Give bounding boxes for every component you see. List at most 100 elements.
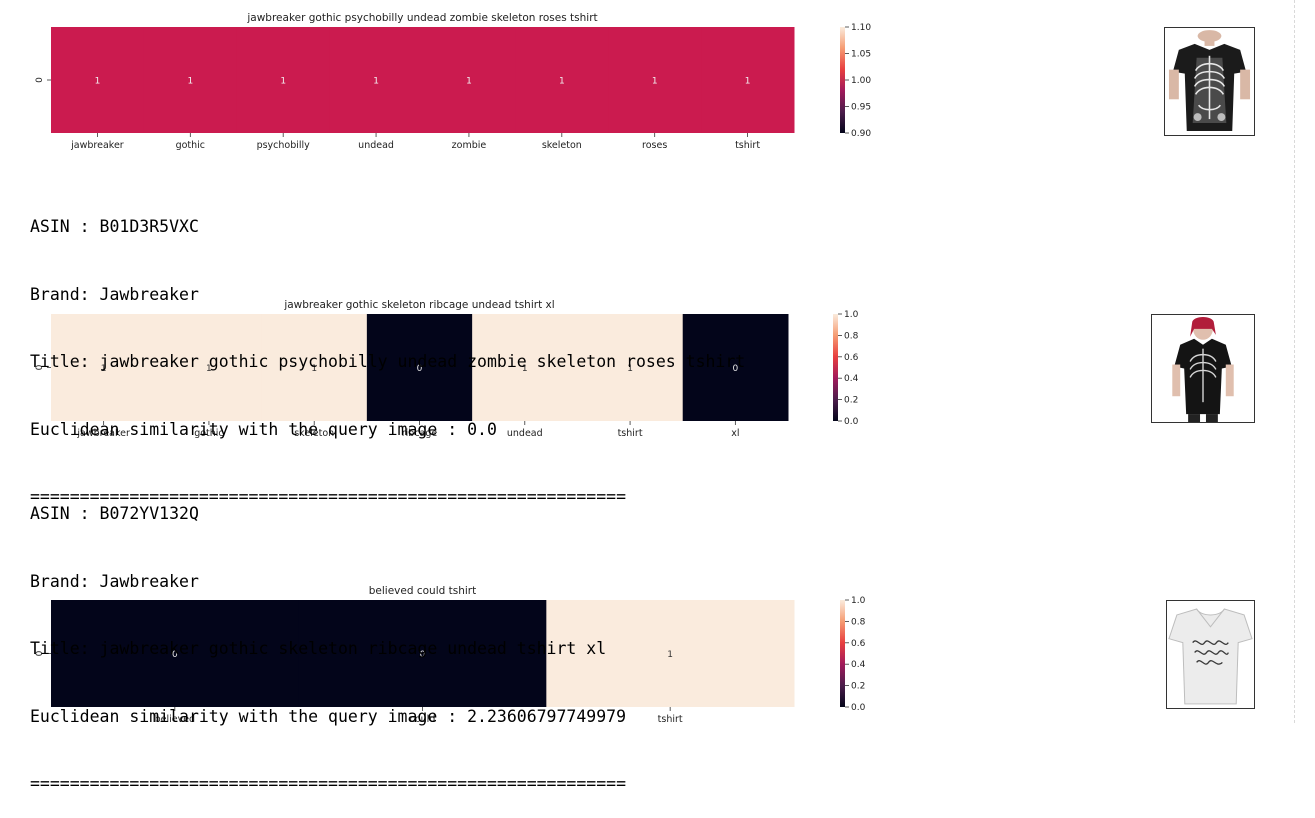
cell-annotation: 1 [466, 77, 472, 87]
separator-line: ========================================… [30, 487, 627, 506]
x-tick-label: zombie [452, 140, 487, 151]
cell-annotation: 1 [280, 77, 286, 87]
heatmap-cell-psychobilly [236, 27, 331, 133]
x-tick-label: tshirt [735, 140, 760, 151]
colorbar-tick-label: 0.8 [844, 331, 859, 341]
colorbar-tick-label: 1.0 [851, 596, 866, 606]
x-tick-label: psychobilly [257, 140, 311, 151]
title-line: Title: jawbreaker gothic skeleton ribcag… [30, 639, 607, 658]
result-info-1: ASIN : B01D3R5VXC Brand: Jawbreaker Titl… [30, 171, 745, 531]
cell-annotation: 1 [206, 364, 212, 374]
x-tick-label: skeleton [294, 428, 334, 439]
heatmap-cell-could [298, 600, 547, 707]
colorbar-tick-label: 0.4 [844, 374, 859, 384]
colorbar-tick-label: 1.0 [844, 310, 859, 320]
cell-annotation: 1 [373, 77, 379, 87]
x-tick-label: believed [155, 714, 196, 725]
x-tick-label: tshirt [658, 714, 683, 725]
cell-annotation: 0 [172, 650, 178, 660]
colorbar-tick-label: 0.4 [851, 660, 866, 670]
x-tick-label: gothic [194, 428, 223, 439]
heatmap-cell-undead [472, 314, 578, 421]
white-script-tshirt-icon [1166, 600, 1255, 709]
heatmap-cell-skeleton [261, 314, 368, 421]
heatmap-cell-tshirt [546, 600, 795, 707]
asin-line: ASIN : B072YV132Q [30, 504, 199, 523]
heatmap-cell-tshirt [577, 314, 684, 421]
asin-line: ASIN : B01D3R5VXC [30, 217, 199, 236]
x-tick-label: ribcage [402, 428, 438, 439]
heatmap-title: jawbreaker gothic psychobilly undead zom… [246, 12, 597, 24]
cell-annotation: 1 [559, 77, 565, 87]
cell-annotation: 1 [95, 77, 101, 87]
y-tick-label: 0 [35, 77, 45, 83]
colorbar [833, 314, 838, 421]
x-tick-label: skeleton [542, 140, 582, 151]
heatmap-cell-gothic [143, 27, 238, 133]
cell-annotation: 1 [745, 77, 751, 87]
cell-annotation: 1 [187, 77, 193, 87]
x-tick-label: jawbreaker [76, 428, 130, 439]
heatmap-canvas: jawbreaker gothic psychobilly undead zom… [35, 12, 871, 725]
colorbar-tick-label: 1.10 [851, 23, 871, 33]
y-tick-label: 0 [35, 364, 45, 370]
ribcage-tshirt-model-icon [1151, 314, 1255, 423]
colorbar-tick-label: 0.6 [844, 353, 859, 363]
x-tick-label: undead [358, 140, 394, 151]
x-tick-label: roses [642, 140, 667, 151]
heatmap-cell-roses [608, 27, 702, 133]
colorbar-tick-label: 1.05 [851, 50, 871, 60]
result-info-2: ASIN : B072YV132Q Brand: Jawbreaker Titl… [30, 458, 626, 818]
cell-annotation: 1 [627, 364, 633, 374]
brand-line: Brand: Jawbreaker [30, 571, 199, 591]
colorbar-tick-label: 0.0 [844, 417, 859, 427]
colorbar-tick-label: 0.2 [851, 682, 865, 692]
heatmap-cell-gothic [156, 314, 263, 421]
heatmap-result-3: believed could tshirt 0 believed 0 could 1 tsh… [35, 585, 866, 725]
heatmap-cell-zombie [422, 27, 516, 133]
colorbar-tick-label: 0.90 [851, 129, 871, 139]
cell-annotation: 1 [667, 650, 673, 660]
colorbar-tick-label: 0.8 [851, 617, 866, 627]
heatmap-cell-jawbreaker [51, 27, 145, 133]
colorbar [840, 27, 845, 133]
x-tick-label: gothic [176, 140, 205, 151]
x-tick-label: could [410, 714, 436, 725]
heatmap-cell-undead [329, 27, 423, 133]
heatmap-cell-believed [51, 600, 300, 707]
colorbar-tick-label: 0.95 [851, 103, 871, 113]
cell-annotation: 0 [417, 364, 423, 374]
heatmap-cell-ribcage [366, 314, 473, 421]
cell-annotation: 1 [311, 364, 317, 374]
colorbar [840, 600, 845, 707]
heatmap-title: jawbreaker gothic skeleton ribcage undea… [283, 299, 554, 311]
x-tick-label: tshirt [618, 428, 643, 439]
similarity-line: Euclidean similarity with the query imag… [30, 706, 627, 726]
separator-line: ========================================… [30, 774, 627, 793]
x-tick-label: jawbreaker [70, 140, 124, 151]
x-tick-label: undead [507, 428, 543, 439]
cell-annotation: 1 [522, 364, 528, 374]
heatmap-result-2: jawbreaker gothic skeleton ribcage undea… [35, 299, 859, 439]
similarity-line: Euclidean similarity with the query imag… [30, 419, 497, 439]
colorbar-tick-label: 1.00 [851, 76, 871, 86]
colorbar-tick-label: 0.6 [851, 639, 866, 649]
cell-annotation: 1 [101, 364, 107, 374]
cell-annotation: 0 [420, 650, 426, 660]
skeleton-tshirt-icon [1164, 27, 1255, 136]
heatmap-result-1: jawbreaker gothic psychobilly undead zom… [35, 12, 871, 151]
heatmap-cell-tshirt [701, 27, 795, 133]
notebook-scroll-edge [1294, 0, 1295, 723]
cell-annotation: 0 [732, 364, 738, 374]
y-tick-label: 0 [35, 650, 45, 656]
colorbar-tick-label: 0.2 [844, 396, 858, 406]
brand-line: Brand: Jawbreaker [30, 284, 199, 304]
title-line: Title: jawbreaker gothic psychobilly und… [30, 352, 746, 371]
heatmap-cell-xl [682, 314, 789, 421]
heatmap-title: believed could tshirt [369, 585, 476, 597]
cell-annotation: 1 [652, 77, 658, 87]
x-tick-label: xl [731, 428, 739, 439]
colorbar-tick-label: 0.0 [851, 703, 866, 713]
heatmap-cell-skeleton [515, 27, 609, 133]
heatmap-cell-jawbreaker [51, 314, 157, 421]
